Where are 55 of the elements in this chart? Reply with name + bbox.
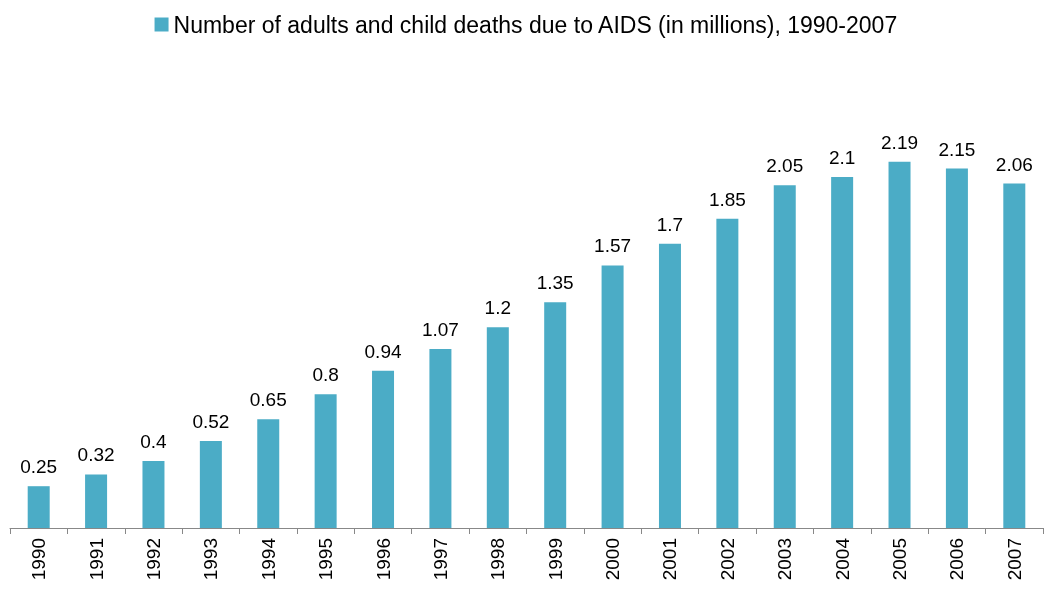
x-tick-label: 2007 — [1003, 538, 1025, 581]
bar — [257, 419, 280, 528]
x-tick-label: 2000 — [602, 538, 624, 581]
x-tick-label: 1999 — [544, 538, 566, 581]
data-label: 2.15 — [938, 138, 976, 160]
data-label: 0.32 — [77, 444, 115, 466]
x-tick-label: 1997 — [429, 538, 451, 581]
bar — [773, 185, 796, 528]
bar — [888, 161, 911, 528]
data-label: 1.85 — [708, 188, 746, 210]
data-label: 2.06 — [995, 153, 1033, 175]
data-label: 1.07 — [421, 319, 459, 341]
data-label: 0.52 — [192, 411, 230, 433]
bar — [314, 394, 337, 528]
data-label: 0.4 — [140, 431, 168, 453]
bar — [945, 168, 968, 528]
bar — [716, 218, 739, 528]
data-label: 0.65 — [249, 389, 287, 411]
bar — [27, 486, 50, 528]
data-label: 1.7 — [656, 213, 684, 235]
x-tick-label: 2002 — [716, 538, 738, 581]
bar — [1003, 183, 1026, 528]
bar — [85, 474, 108, 528]
x-tick-label: 1992 — [142, 538, 164, 581]
x-tick-label: 1990 — [28, 538, 50, 581]
x-tick-label: 1998 — [487, 538, 509, 581]
data-label: 2.19 — [881, 131, 919, 153]
bar — [486, 327, 509, 528]
bar — [142, 461, 165, 528]
x-tick-label: 2001 — [659, 538, 681, 581]
data-label: 0.94 — [364, 340, 402, 362]
x-tick-label: 2006 — [946, 538, 968, 581]
bar — [199, 441, 222, 528]
bar — [429, 349, 452, 528]
x-tick-label: 1993 — [200, 538, 222, 581]
bar — [601, 265, 624, 528]
x-tick-label: 1994 — [257, 537, 279, 581]
data-label: 1.2 — [484, 297, 512, 319]
x-tick-label: 1996 — [372, 538, 394, 581]
bar — [831, 176, 854, 528]
data-label: 0.8 — [312, 364, 339, 386]
data-label: 2.1 — [828, 146, 856, 168]
bar — [372, 370, 395, 528]
x-tick-label: 2004 — [831, 537, 853, 581]
x-tick-label: 2005 — [889, 538, 911, 581]
x-tick-label: 1995 — [315, 538, 337, 581]
bar — [544, 302, 567, 528]
data-label: 1.35 — [536, 272, 574, 294]
bar — [658, 243, 681, 528]
data-label: 1.57 — [594, 235, 632, 257]
data-label: 0.25 — [20, 456, 58, 478]
x-tick-label: 2003 — [774, 538, 796, 581]
x-tick-label: 1991 — [85, 538, 107, 581]
data-label: 2.05 — [766, 155, 804, 177]
legend-label: Number of adults and child deaths due to AIDS (in millions), 1990-2007 — [173, 11, 898, 38]
